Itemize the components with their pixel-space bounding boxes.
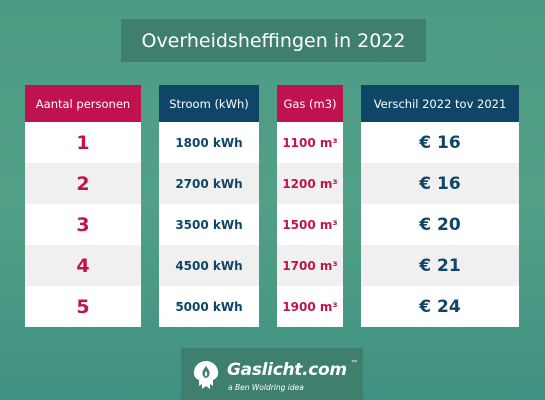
column-aantal-personen: Aantal personen 1 2 3 4 5 xyxy=(25,85,141,327)
column-gas: Gas (m3) 1100 m³ 1200 m³ 1500 m³ 1700 m³… xyxy=(277,85,343,327)
table-cell: 3500 kWh xyxy=(159,204,259,245)
column-header: Gas (m3) xyxy=(277,85,343,122)
column-header: Stroom (kWh) xyxy=(159,85,259,122)
gaslicht-logo: Gaslicht.com ™ a Ben Woldring idea xyxy=(181,348,363,400)
column-stroom: Stroom (kWh) 1800 kWh 2700 kWh 3500 kWh … xyxy=(159,85,259,327)
table-cell: € 24 xyxy=(361,286,519,327)
logo-brand-text: Gaslicht.com xyxy=(227,360,347,380)
table-cell: 1100 m³ xyxy=(277,122,343,163)
table-cell: 1 xyxy=(25,122,141,163)
flame-logo-icon xyxy=(193,361,219,389)
table-cell: 4500 kWh xyxy=(159,245,259,286)
table-cell: 4 xyxy=(25,245,141,286)
table-cell: € 21 xyxy=(361,245,519,286)
column-header: Verschil 2022 tov 2021 xyxy=(361,85,519,122)
table-cell: 5 xyxy=(25,286,141,327)
logo-tagline: a Ben Woldring idea xyxy=(228,383,304,392)
table-cell: € 16 xyxy=(361,122,519,163)
column-verschil: Verschil 2022 tov 2021 € 16 € 16 € 20 € … xyxy=(361,85,519,327)
table-cell: 1800 kWh xyxy=(159,122,259,163)
table-cell: € 16 xyxy=(361,163,519,204)
column-header: Aantal personen xyxy=(25,85,141,122)
table-cell: 1700 m³ xyxy=(277,245,343,286)
table-cell: € 20 xyxy=(361,204,519,245)
table-cell: 1200 m³ xyxy=(277,163,343,204)
table-cell: 2700 kWh xyxy=(159,163,259,204)
table-cell: 3 xyxy=(25,204,141,245)
page-title: Overheidsheffingen in 2022 xyxy=(121,19,426,62)
table-cell: 1900 m³ xyxy=(277,286,343,327)
table-cell: 1500 m³ xyxy=(277,204,343,245)
table-cell: 2 xyxy=(25,163,141,204)
table-cell: 5000 kWh xyxy=(159,286,259,327)
trademark-symbol: ™ xyxy=(351,360,357,366)
